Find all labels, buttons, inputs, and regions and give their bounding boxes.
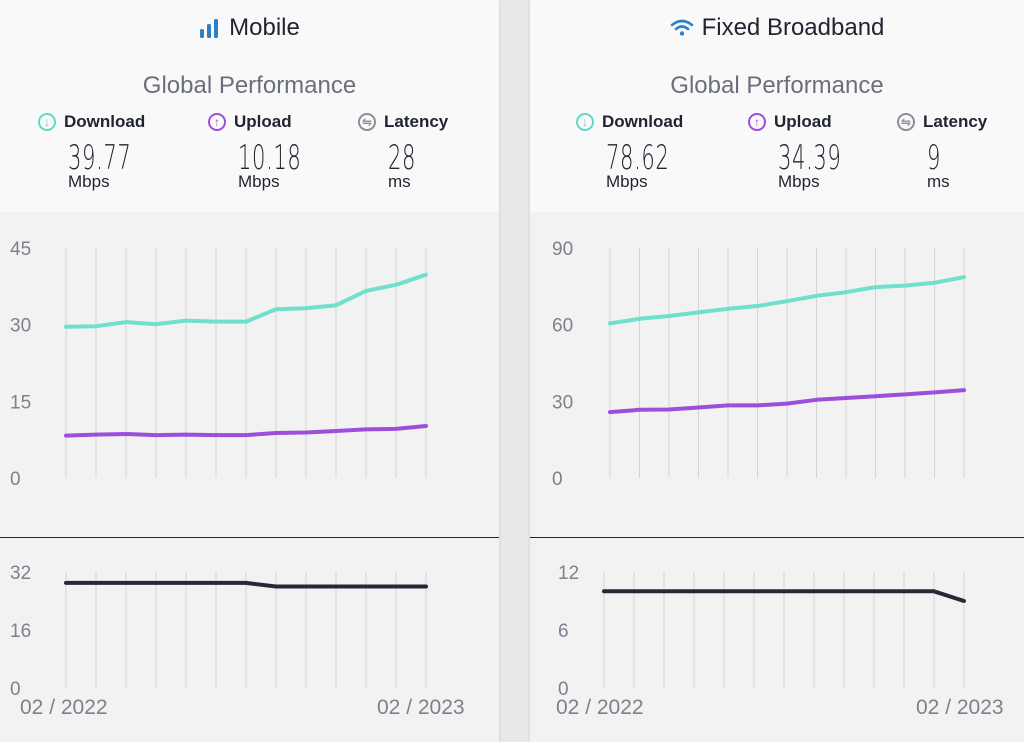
fixed-title: Fixed Broadband bbox=[530, 14, 1024, 42]
y-tick-label: 12 bbox=[558, 563, 579, 584]
y-tick-label: 45 bbox=[10, 239, 31, 260]
y-tick-label: 6 bbox=[558, 621, 569, 642]
y-tick-label: 16 bbox=[10, 621, 31, 642]
mobile-upload-metric: ↑ Upload 10.18 Mbps bbox=[208, 112, 348, 192]
download-value: 39.77 bbox=[68, 138, 132, 178]
upload-series-line bbox=[608, 388, 966, 415]
latency-label: Latency bbox=[384, 112, 449, 131]
y-tick-label: 30 bbox=[10, 316, 31, 337]
latency-series-line bbox=[602, 589, 966, 603]
fixed-upload-metric: ↑ Upload 34.39 Mbps bbox=[748, 112, 888, 192]
latency-value: 28 bbox=[388, 138, 417, 178]
mobile-download-metric: ↓ Download 39.77 Mbps bbox=[38, 112, 178, 192]
download-value: 78.62 bbox=[606, 138, 670, 178]
download-series-line bbox=[64, 272, 428, 329]
latency-unit: ms bbox=[927, 172, 950, 191]
fixed-download-metric: ↓ Download 78.62 Mbps bbox=[576, 112, 716, 192]
arrow-up-circle-icon: ↑ bbox=[208, 113, 226, 131]
download-unit: Mbps bbox=[606, 172, 648, 191]
mobile-header: Mobile Global Performance ↓ Download 39.… bbox=[0, 0, 499, 212]
date-end: 02 / 2023 bbox=[377, 696, 465, 719]
y-tick-label: 0 bbox=[552, 469, 563, 490]
fixed-header: Fixed Broadband Global Performance ↓ Dow… bbox=[530, 0, 1024, 212]
fixed-broadband-panel: Fixed Broadband Global Performance ↓ Dow… bbox=[530, 0, 1024, 742]
latency-series-line bbox=[64, 580, 428, 589]
fixed-title-text: Fixed Broadband bbox=[701, 14, 885, 41]
download-unit: Mbps bbox=[68, 172, 110, 191]
download-label: Download bbox=[64, 112, 146, 131]
y-tick-label: 60 bbox=[552, 316, 573, 337]
upload-value: 34.39 bbox=[778, 138, 842, 178]
download-label: Download bbox=[602, 112, 684, 131]
mobile-latency-metric: ⇋ Latency 28 ms bbox=[358, 112, 498, 192]
fixed-speed-chart: 90 60 30 0 bbox=[552, 239, 966, 490]
latency-circle-icon: ⇋ bbox=[897, 113, 915, 131]
chart-divider bbox=[0, 537, 499, 538]
y-tick-label: 15 bbox=[10, 392, 31, 413]
upload-unit: Mbps bbox=[778, 172, 820, 191]
fixed-latency-metric: ⇋ Latency 9 ms bbox=[897, 112, 1024, 192]
latency-circle-icon: ⇋ bbox=[358, 113, 376, 131]
chart-divider bbox=[530, 537, 1024, 538]
signal-bars-icon bbox=[200, 19, 219, 38]
mobile-speed-chart: 45 30 15 0 bbox=[10, 239, 428, 490]
mobile-title: Mobile bbox=[0, 14, 499, 42]
y-tick-label: 30 bbox=[552, 392, 573, 413]
latency-label: Latency bbox=[923, 112, 988, 131]
upload-unit: Mbps bbox=[238, 172, 280, 191]
arrow-up-circle-icon: ↑ bbox=[748, 113, 766, 131]
wifi-icon bbox=[670, 19, 693, 36]
mobile-panel: Mobile Global Performance ↓ Download 39.… bbox=[0, 0, 499, 742]
y-tick-label: 0 bbox=[10, 679, 21, 700]
arrow-down-circle-icon: ↓ bbox=[576, 113, 594, 131]
upload-value: 10.18 bbox=[238, 138, 302, 178]
mobile-latency-chart: 32 16 0 bbox=[10, 563, 428, 700]
upload-label: Upload bbox=[774, 112, 832, 131]
y-tick-label: 0 bbox=[10, 469, 21, 490]
arrow-down-circle-icon: ↓ bbox=[38, 113, 56, 131]
fixed-latency-chart: 12 6 0 bbox=[558, 563, 966, 700]
mobile-title-text: Mobile bbox=[229, 14, 300, 41]
y-tick-label: 0 bbox=[558, 679, 569, 700]
upload-series-line bbox=[64, 424, 428, 438]
y-tick-label: 32 bbox=[10, 563, 31, 584]
upload-label: Upload bbox=[234, 112, 292, 131]
latency-unit: ms bbox=[388, 172, 411, 191]
date-start: 02 / 2022 bbox=[20, 696, 108, 719]
latency-value: 9 bbox=[927, 138, 942, 178]
date-start: 02 / 2022 bbox=[556, 696, 644, 719]
download-series-line bbox=[608, 275, 966, 326]
y-tick-label: 90 bbox=[552, 239, 573, 260]
mobile-subtitle: Global Performance bbox=[142, 72, 357, 99]
fixed-subtitle: Global Performance bbox=[670, 72, 884, 99]
date-end: 02 / 2023 bbox=[916, 696, 1004, 719]
